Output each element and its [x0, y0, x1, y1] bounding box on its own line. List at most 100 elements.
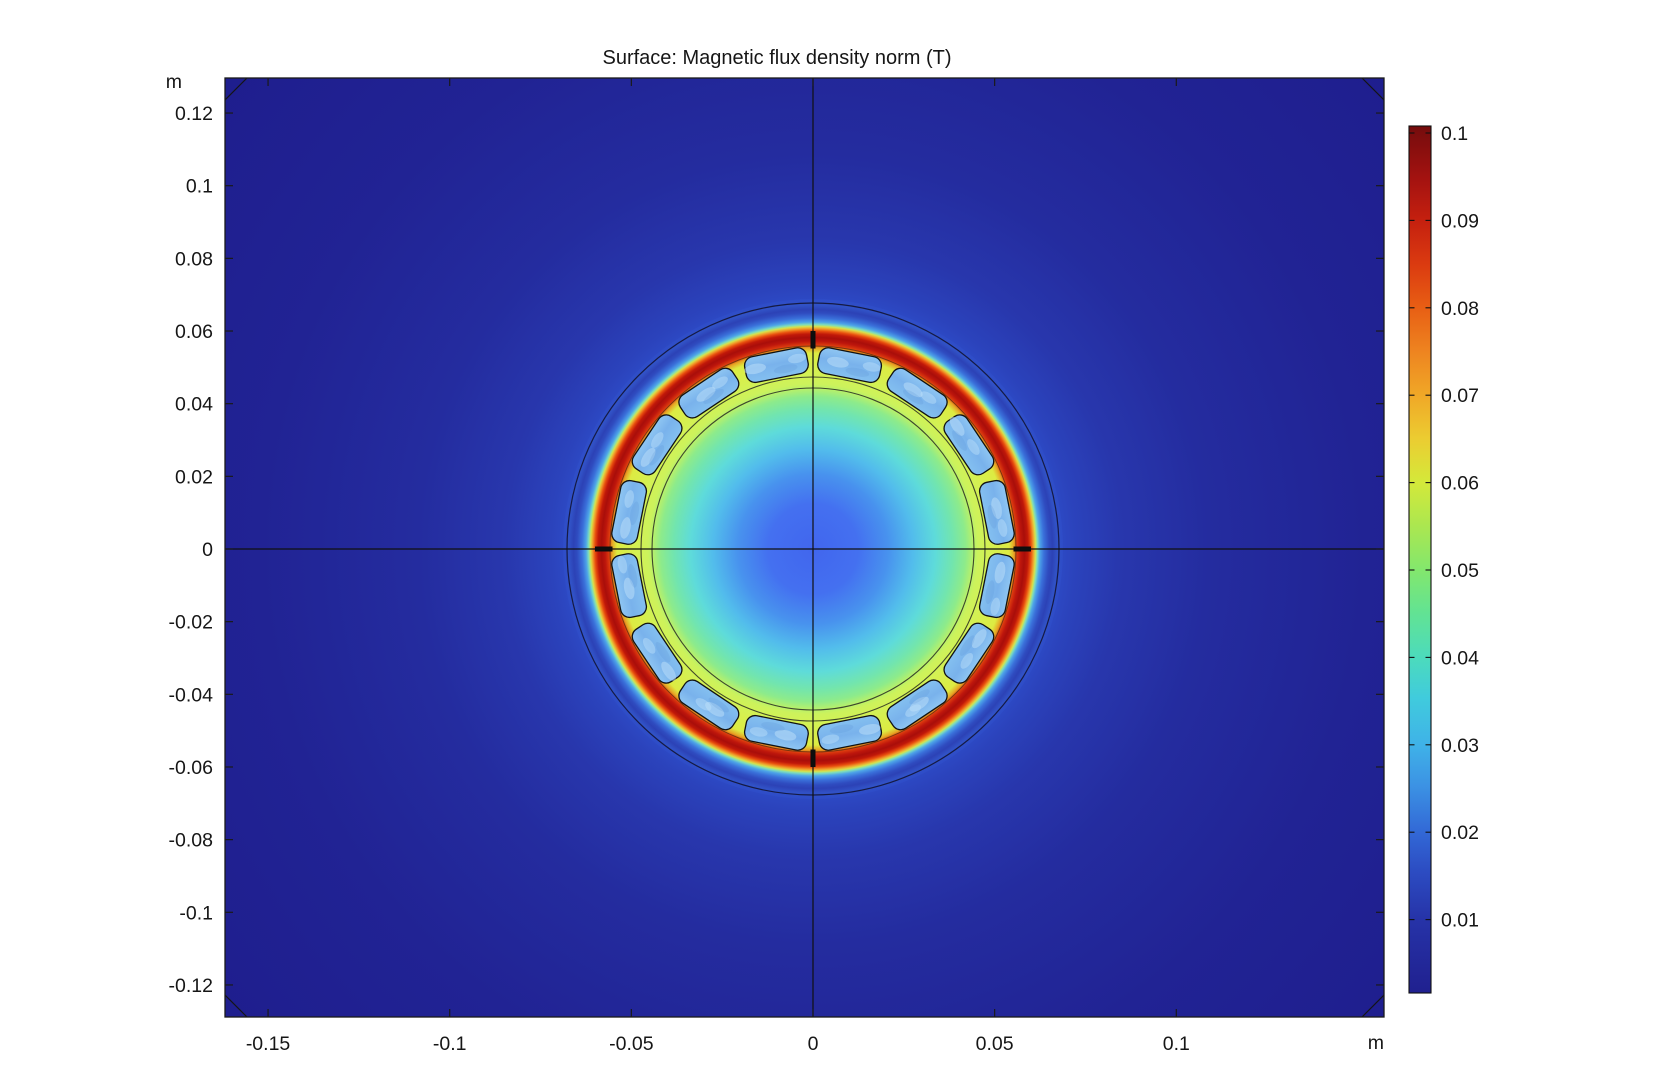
- stator-slot: [817, 714, 883, 751]
- y-tick-label: -0.02: [169, 612, 213, 634]
- colorbar-tick-label: 0.07: [1441, 385, 1479, 407]
- slot-mottle: [617, 555, 628, 574]
- stator-slot: [978, 479, 1015, 545]
- corner-chamfers: [225, 78, 1384, 1017]
- slot-mottle: [640, 447, 656, 467]
- slot-mottle: [903, 382, 923, 398]
- slot-mottle: [696, 387, 716, 402]
- stator-slot: [943, 414, 995, 476]
- slot-mottle: [862, 362, 881, 372]
- stator-slot: [743, 347, 809, 384]
- colorbar-tick-label: 0.04: [1441, 647, 1479, 669]
- slot-mottle: [629, 501, 640, 526]
- slot-mottle: [628, 563, 638, 588]
- slot-mottle: [749, 727, 768, 737]
- slot-mottle: [829, 724, 854, 734]
- y-tick-label: -0.12: [169, 975, 213, 997]
- colorbar-tick-label: 0.02: [1441, 822, 1479, 844]
- slot-mottle: [827, 356, 849, 368]
- slot-mottle: [990, 597, 1001, 616]
- slot-mottle: [845, 367, 870, 377]
- slot-mottle: [661, 661, 676, 681]
- stator-slot: [886, 367, 948, 419]
- x-axis-unit: m: [1368, 1032, 1384, 1054]
- colorbar-tick-label: 0.06: [1441, 473, 1479, 495]
- stator-slot: [631, 622, 683, 684]
- slot-mottle: [967, 439, 980, 455]
- slot-mottle: [788, 353, 806, 364]
- colorbar-tick-label: 0.09: [1441, 210, 1479, 232]
- y-tick-label: -0.08: [169, 830, 213, 852]
- slot-mottle: [971, 629, 987, 649]
- stator-slot: [886, 679, 948, 731]
- slot-mottle: [649, 445, 665, 466]
- slot-mottle: [959, 635, 975, 656]
- axis-labels: -0.15 -0.1 -0.05 0 0.05 0.1 0.12 0.1 0.08 0.06 0.0…: [169, 103, 1190, 1055]
- slot-mottle: [994, 561, 1006, 584]
- colorbar: 0.1 0.09 0.08 0.07 0.06 0.05 0.04 0.03 0.02 0.01: [1408, 123, 1479, 994]
- slot-mottle: [651, 432, 664, 448]
- plot-frame: [224, 77, 1385, 1018]
- slot-mottle: [987, 505, 997, 529]
- slot-mottle: [909, 689, 930, 705]
- slot-mottle: [623, 577, 635, 600]
- slot-mottle: [708, 697, 729, 713]
- slot-mottle: [620, 517, 631, 539]
- y-axis-unit: m: [166, 71, 182, 93]
- slot-mottle: [952, 430, 967, 451]
- x-tick-label: 0.05: [976, 1033, 1014, 1055]
- slot-mottle: [624, 490, 634, 508]
- slot-mottle: [909, 696, 929, 712]
- stator-slot: [678, 679, 740, 731]
- y-tick-label: -0.06: [169, 757, 213, 779]
- slot-mottle: [905, 704, 921, 717]
- chamfer-bottom-left: [225, 994, 248, 1017]
- stator-slot: [978, 553, 1015, 619]
- slot-mottle: [920, 391, 937, 404]
- x-tick-label: 0.1: [1163, 1033, 1190, 1055]
- x-tick-label: 0: [808, 1033, 819, 1055]
- y-tick-label: 0.06: [175, 321, 213, 343]
- plot-title: Surface: Magnetic flux density norm (T): [602, 47, 951, 69]
- stator-slot: [631, 414, 683, 476]
- slot-mottle: [744, 363, 766, 375]
- y-tick-label: 0: [202, 539, 213, 561]
- slot-mottle: [655, 641, 671, 663]
- x-tick-label: -0.15: [246, 1033, 291, 1055]
- stator-slot: [743, 714, 809, 751]
- surface-field: [225, 78, 1384, 1017]
- stator-slot: [817, 347, 883, 384]
- colorbar-tick-label: 0.1: [1441, 123, 1468, 145]
- slot-mottle: [712, 376, 728, 389]
- y-tick-label: 0.04: [175, 394, 213, 416]
- colorbar-tick-label: 0.01: [1441, 910, 1479, 932]
- slot-mottle: [902, 389, 924, 405]
- slot-mottle: [821, 734, 840, 745]
- x-tick-label: -0.1: [433, 1033, 467, 1055]
- colorbar-tick-label: 0.03: [1441, 735, 1479, 757]
- y-tick-label: -0.04: [169, 684, 214, 706]
- slot-mottle: [960, 652, 974, 669]
- stator-slot: [611, 553, 648, 619]
- slot-mottle: [997, 519, 1008, 537]
- chamfer-top-left: [225, 78, 248, 101]
- slot-mottle: [773, 364, 798, 374]
- colorbar-tick-label: 0.05: [1441, 560, 1479, 582]
- y-tick-label: 0.12: [175, 103, 213, 125]
- slot-mottle: [858, 724, 881, 735]
- colorbar-tick-label: 0.08: [1441, 298, 1479, 320]
- slot-mottle: [991, 497, 1002, 519]
- axis-ticks: [225, 78, 1384, 1017]
- slot-mottle: [949, 416, 965, 436]
- slot-mottle: [985, 580, 995, 604]
- stator-slot: [611, 479, 648, 545]
- y-tick-label: 0.02: [175, 466, 213, 488]
- y-tick-label: -0.1: [179, 902, 213, 924]
- slot-mottle: [705, 702, 725, 717]
- y-tick-label: 0.1: [186, 176, 213, 198]
- chamfer-bottom-right: [1361, 994, 1384, 1017]
- slot-outline: [978, 553, 1015, 619]
- chamfer-top-right: [1361, 78, 1384, 101]
